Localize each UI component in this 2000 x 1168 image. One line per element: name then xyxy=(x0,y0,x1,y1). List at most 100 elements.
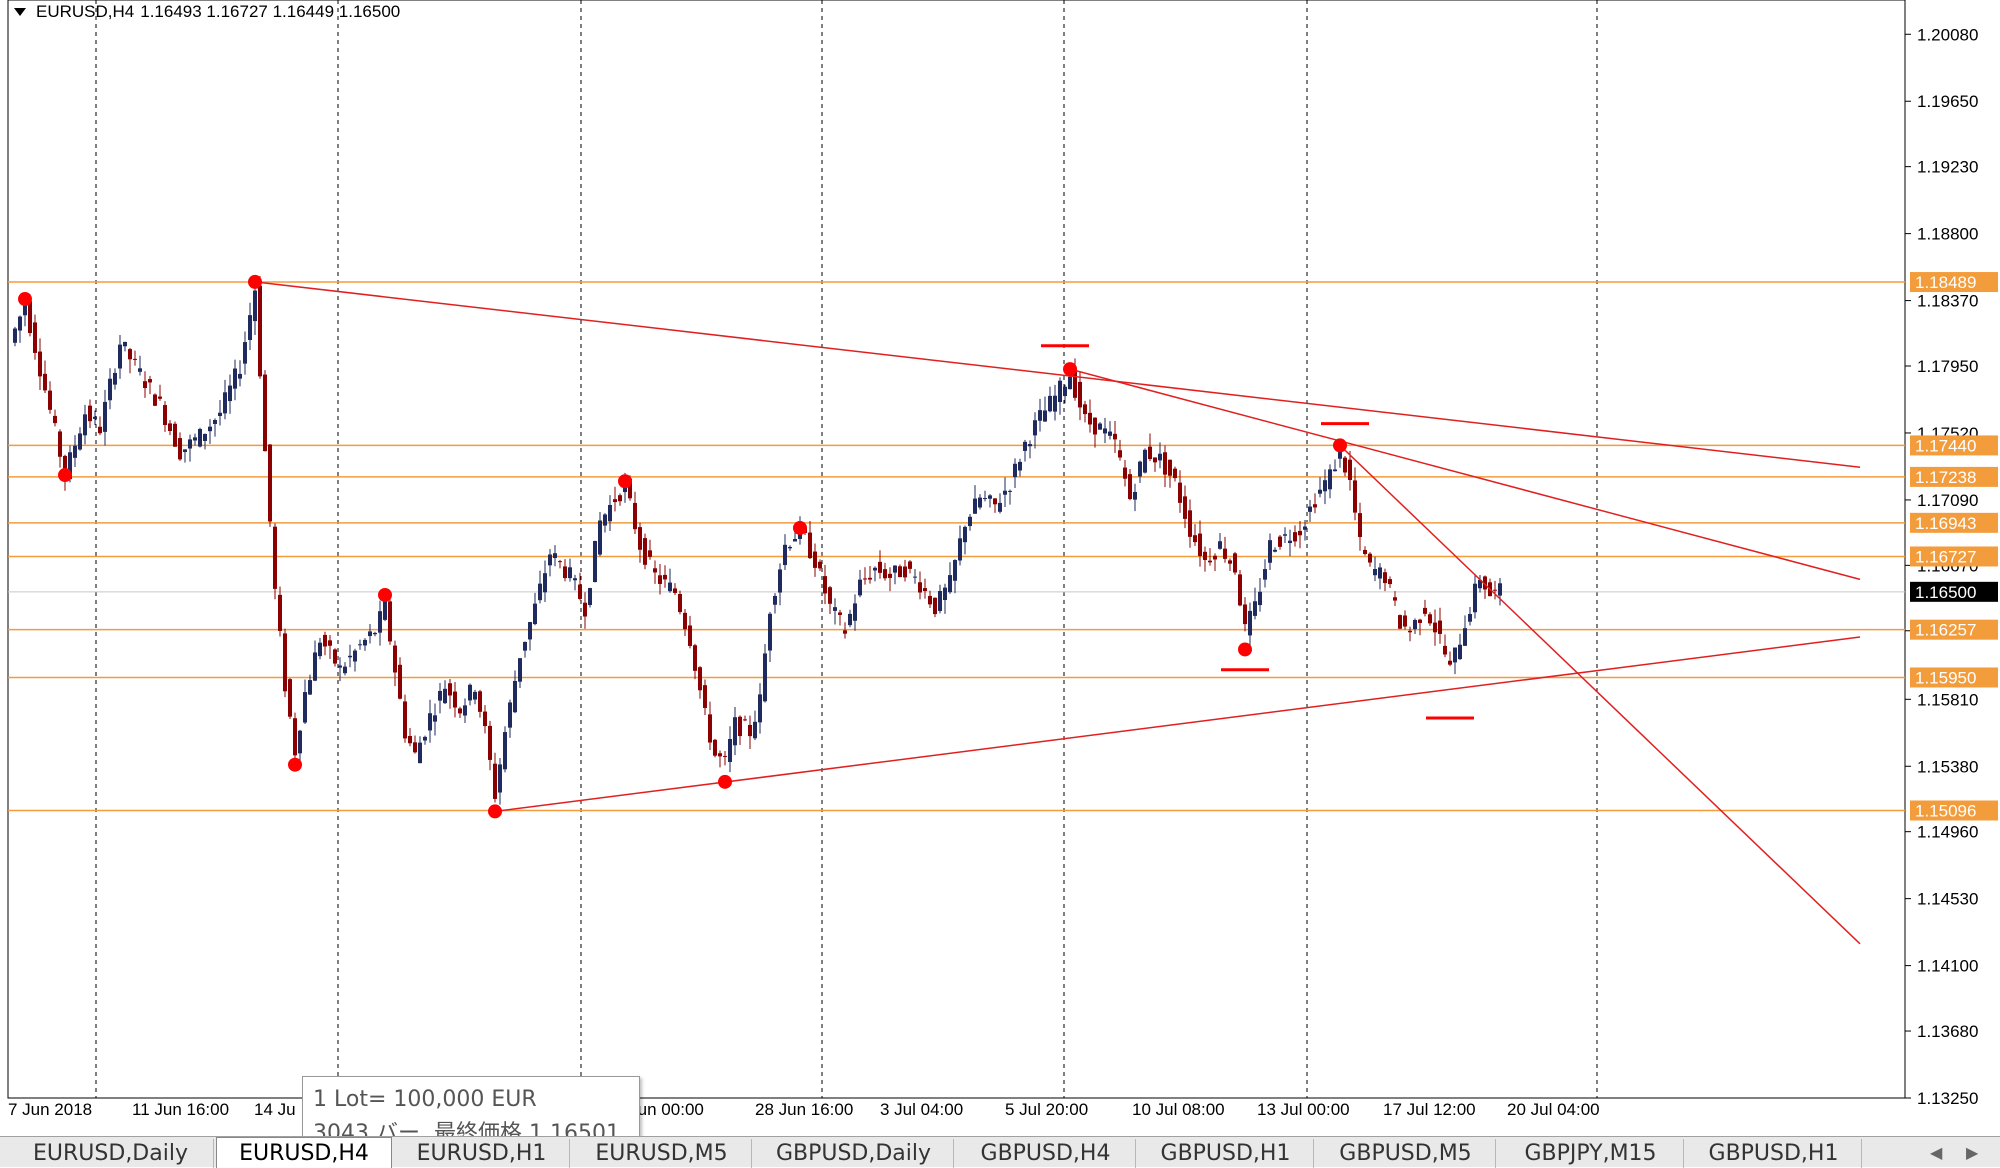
candle-body-29 xyxy=(153,394,157,406)
candle-body-45 xyxy=(233,368,237,389)
candle-body-212 xyxy=(1068,376,1072,390)
candle-body-155 xyxy=(783,544,787,566)
candle-body-147 xyxy=(743,719,747,721)
candle-body-59 xyxy=(303,692,307,723)
y-tick-label-14: 1.14100 xyxy=(1917,957,1978,976)
candle-body-205 xyxy=(1033,420,1037,436)
candle-body-70 xyxy=(358,644,362,646)
tab-gbpusd-h1-2[interactable]: GBPUSD,H1 xyxy=(1686,1139,1862,1168)
tab-eurusd-h1[interactable]: EURUSD,H1 xyxy=(394,1139,570,1168)
candle-body-12 xyxy=(68,452,72,480)
candle-body-115 xyxy=(583,602,587,617)
y-tick-label-15: 1.13680 xyxy=(1917,1022,1978,1041)
candle-body-245 xyxy=(1233,553,1237,573)
tab-gbpusd-h4[interactable]: GBPUSD,H4 xyxy=(956,1139,1136,1168)
candle-body-2 xyxy=(18,316,22,331)
candle-body-244 xyxy=(1228,560,1232,564)
candle-body-292 xyxy=(1468,613,1472,622)
candle-body-235 xyxy=(1183,496,1187,519)
level-tag-2 xyxy=(1910,466,1998,487)
candle-body-217 xyxy=(1093,417,1097,435)
candle-body-92 xyxy=(468,684,472,701)
candle-body-10 xyxy=(58,431,62,457)
candle-body-273 xyxy=(1373,569,1377,576)
candle-body-222 xyxy=(1118,450,1122,458)
candle-body-197 xyxy=(993,498,997,505)
candle-body-238 xyxy=(1198,533,1202,556)
candle-body-161 xyxy=(813,551,817,568)
candle-body-120 xyxy=(608,504,612,522)
candle-body-270 xyxy=(1358,513,1362,538)
x-tick-label-2: 14 Ju xyxy=(254,1100,296,1119)
candle-body-117 xyxy=(593,540,597,583)
tab-eurusd-daily[interactable]: EURUSD,Daily xyxy=(8,1139,214,1168)
y-tick-label-5: 1.17950 xyxy=(1917,357,1978,376)
candle-body-255 xyxy=(1283,534,1287,536)
candle-body-223 xyxy=(1123,467,1127,479)
candle-body-99 xyxy=(503,732,507,770)
candle-body-35 xyxy=(183,449,187,453)
y-tick-label-16: 1.13250 xyxy=(1917,1089,1978,1108)
candle-body-179 xyxy=(903,566,907,578)
candle-body-194 xyxy=(978,497,982,508)
candle-body-3 xyxy=(23,305,27,316)
candle-body-80 xyxy=(408,736,412,744)
candle-body-278 xyxy=(1398,615,1402,629)
candle-body-208 xyxy=(1048,395,1052,412)
price-chart[interactable]: 1.20080 1.19650 1.19230 1.18800 1.18370 1.179… xyxy=(0,0,2000,1136)
tab-gbpjpy-m15[interactable]: GBPJPY,M15 xyxy=(1498,1139,1684,1168)
current-price-tag xyxy=(1910,581,1998,602)
candle-body-298 xyxy=(1498,583,1502,596)
candle-body-144 xyxy=(728,738,732,762)
candle-body-202 xyxy=(1018,461,1022,471)
swing-point-4 xyxy=(378,587,392,602)
candle-body-247 xyxy=(1243,604,1247,625)
tab-eurusd-h4[interactable]: EURUSD,H4 xyxy=(216,1137,392,1168)
candle-body-111 xyxy=(563,566,567,579)
candle-body-101 xyxy=(513,680,517,713)
candle-body-75 xyxy=(383,600,387,620)
candle-body-237 xyxy=(1193,535,1197,543)
candle-body-192 xyxy=(968,516,972,527)
candle-body-249 xyxy=(1253,601,1257,616)
swing-point-11 xyxy=(1333,438,1347,453)
candle-body-269 xyxy=(1353,480,1357,513)
candle-body-78 xyxy=(398,664,402,699)
candle-body-48 xyxy=(248,315,252,341)
candle-body-272 xyxy=(1368,553,1372,563)
level-label-3: 1.16943 xyxy=(1915,514,1976,533)
tab-scroll-left-icon[interactable]: ◀ xyxy=(1930,1145,1943,1162)
candle-body-279 xyxy=(1403,615,1407,627)
swing-point-8 xyxy=(793,520,807,535)
tab-eurusd-m5[interactable]: EURUSD,M5 xyxy=(572,1139,752,1168)
candle-body-74 xyxy=(378,611,382,633)
candle-body-13 xyxy=(73,445,77,458)
tab-gbpusd-daily[interactable]: GBPUSD,Daily xyxy=(754,1139,954,1168)
candle-body-109 xyxy=(553,553,557,559)
x-tick-label-0: 7 Jun 2018 xyxy=(8,1100,92,1119)
candle-body-22 xyxy=(118,344,122,369)
candle-body-136 xyxy=(688,625,692,646)
candle-body-49 xyxy=(253,290,257,322)
candle-body-53 xyxy=(273,526,277,589)
candle-body-274 xyxy=(1378,567,1382,579)
tab-scroll-right-icon[interactable]: ▶ xyxy=(1966,1145,1979,1162)
candle-body-266 xyxy=(1338,447,1342,459)
candle-body-129 xyxy=(653,568,657,573)
candle-body-132 xyxy=(668,582,672,592)
candle-body-186 xyxy=(938,591,942,611)
candle-body-18 xyxy=(98,426,102,434)
candle-body-82 xyxy=(418,742,422,764)
candle-body-188 xyxy=(948,575,952,593)
tab-gbpusd-m5[interactable]: GBPUSD,M5 xyxy=(1316,1139,1496,1168)
candle-body-283 xyxy=(1423,607,1427,614)
candle-body-56 xyxy=(288,679,292,717)
candle-body-134 xyxy=(678,594,682,613)
dropdown-arrow-icon[interactable] xyxy=(14,8,26,16)
candle-body-27 xyxy=(143,381,147,389)
candle-body-250 xyxy=(1258,591,1262,606)
tab-gbpusd-h1[interactable]: GBPUSD,H1 xyxy=(1138,1139,1314,1168)
candle-body-15 xyxy=(83,414,87,436)
candle-body-125 xyxy=(633,502,637,530)
